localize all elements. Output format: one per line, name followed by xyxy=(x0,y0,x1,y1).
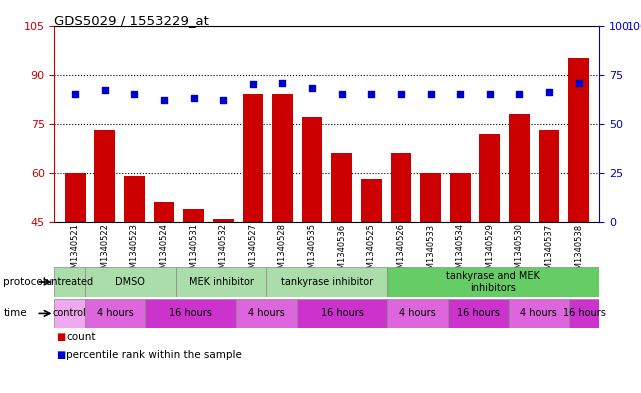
Bar xyxy=(54,267,85,297)
Text: 4 hours: 4 hours xyxy=(399,309,436,318)
Bar xyxy=(242,94,263,222)
Bar xyxy=(124,176,145,222)
Point xyxy=(514,91,524,97)
Bar xyxy=(54,299,85,328)
Bar xyxy=(361,180,381,222)
Bar xyxy=(331,153,352,222)
Bar xyxy=(568,58,589,222)
Text: GDS5029 / 1553229_at: GDS5029 / 1553229_at xyxy=(54,14,210,27)
Text: tankyrase and MEK
inhibitors: tankyrase and MEK inhibitors xyxy=(446,271,540,293)
Bar xyxy=(387,267,599,297)
Point xyxy=(544,89,554,95)
Bar xyxy=(176,267,267,297)
Bar xyxy=(448,299,508,328)
Bar xyxy=(65,173,86,222)
Text: percentile rank within the sample: percentile rank within the sample xyxy=(66,350,242,360)
Text: 16 hours: 16 hours xyxy=(169,309,212,318)
Bar xyxy=(387,299,448,328)
Point xyxy=(307,85,317,92)
Point xyxy=(129,91,140,97)
Point xyxy=(159,97,169,103)
Bar xyxy=(538,130,560,222)
Point xyxy=(218,97,228,103)
Text: untreated: untreated xyxy=(46,277,94,287)
Point xyxy=(248,81,258,88)
Text: 4 hours: 4 hours xyxy=(520,309,557,318)
Text: protocol: protocol xyxy=(3,277,46,287)
Point xyxy=(337,91,347,97)
Point xyxy=(455,91,465,97)
Text: count: count xyxy=(66,332,96,342)
Text: time: time xyxy=(3,309,27,318)
Point xyxy=(188,95,199,101)
Text: ■: ■ xyxy=(56,350,65,360)
Bar xyxy=(450,173,470,222)
Point xyxy=(278,79,288,86)
Bar xyxy=(302,117,322,222)
Bar xyxy=(94,130,115,222)
Bar xyxy=(213,219,233,222)
Text: ■: ■ xyxy=(56,332,65,342)
Y-axis label: 100%: 100% xyxy=(627,22,641,31)
Bar xyxy=(85,267,176,297)
Point xyxy=(485,91,495,97)
Point xyxy=(100,87,110,94)
Bar xyxy=(297,299,387,328)
Point xyxy=(366,91,376,97)
Text: tankyrase inhibitor: tankyrase inhibitor xyxy=(281,277,373,287)
Bar xyxy=(508,299,569,328)
Text: 16 hours: 16 hours xyxy=(457,309,500,318)
Bar xyxy=(85,299,146,328)
Bar xyxy=(509,114,529,222)
Text: 4 hours: 4 hours xyxy=(248,309,285,318)
Bar xyxy=(154,202,174,222)
Point xyxy=(426,91,436,97)
Text: 16 hours: 16 hours xyxy=(563,309,606,318)
Point xyxy=(574,79,584,86)
Bar xyxy=(183,209,204,222)
Text: 16 hours: 16 hours xyxy=(320,309,363,318)
Text: MEK inhibitor: MEK inhibitor xyxy=(188,277,253,287)
Bar xyxy=(420,173,441,222)
Bar xyxy=(146,299,236,328)
Bar xyxy=(267,267,387,297)
Text: 4 hours: 4 hours xyxy=(97,309,133,318)
Text: control: control xyxy=(53,309,87,318)
Text: DMSO: DMSO xyxy=(115,277,145,287)
Bar xyxy=(236,299,297,328)
Bar xyxy=(479,134,500,222)
Bar xyxy=(272,94,293,222)
Point xyxy=(70,91,80,97)
Bar xyxy=(390,153,412,222)
Point xyxy=(395,91,406,97)
Bar xyxy=(569,299,599,328)
